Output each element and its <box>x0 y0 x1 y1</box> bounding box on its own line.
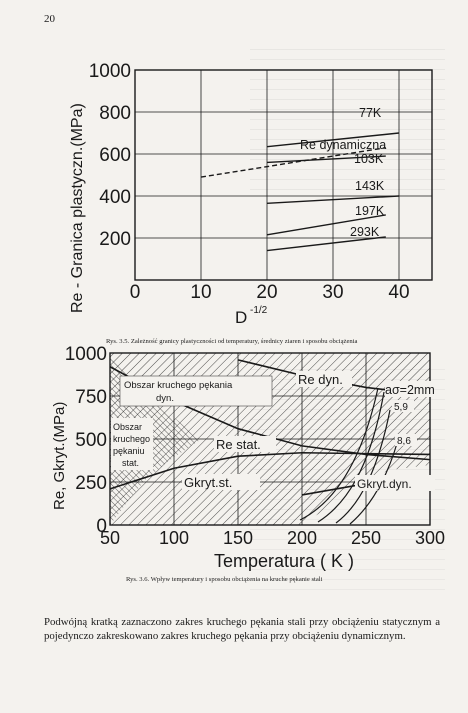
fig1-series-line <box>200 147 386 178</box>
figure-1-chart: 200 400 600 800 1000 0 10 20 30 40 Re - Granica p… <box>69 61 433 327</box>
fig2-region-static-line3: pękaniu <box>113 446 145 456</box>
bleed-through-text <box>250 40 445 190</box>
fig1-xlabel-exponent: -1/2 <box>250 305 268 316</box>
fig2-label-a-sigma: aσ=2mm <box>385 383 435 397</box>
fig2-label-kryt-dyn: Gkryt.dyn. <box>357 477 412 491</box>
fig2-xtick-label: 150 <box>223 528 253 548</box>
figure-2-caption: Rys. 3.6. Wpływ temperatury i sposobu ob… <box>126 576 323 583</box>
fig2-region-static-line1: Obszar <box>113 422 142 432</box>
fig2-label-bg <box>355 475 435 491</box>
fig2-notch-curve <box>299 387 379 521</box>
fig1-label-293k: 293K <box>350 225 380 239</box>
fig1-label-103k: 103K <box>354 152 384 166</box>
fig2-series-line <box>109 451 431 490</box>
fig1-xtick-label: 30 <box>322 282 343 303</box>
fig1-series-line <box>266 155 386 164</box>
fig2-label-bg <box>385 381 433 397</box>
fig2-label-86: 8,6 <box>397 436 411 447</box>
fig2-xtick-label: 100 <box>159 528 189 548</box>
fig1-ytick-label: 800 <box>99 103 131 124</box>
fig2-ytick-label: 250 <box>75 473 107 494</box>
fig2-region-dynamic-label-bg <box>119 375 273 407</box>
fig1-label-143k: 143K <box>355 179 385 193</box>
fig1-series-line <box>266 214 386 236</box>
body-paragraph: Podwójną kratką zaznaczono zakres kruche… <box>44 615 440 643</box>
fig2-region-static-label-bg <box>111 418 153 470</box>
fig1-series-line <box>266 195 400 205</box>
fig1-legend-re-dynamiczna: Re dynamiczna <box>300 138 386 152</box>
fig2-xtick-label: 200 <box>287 528 317 548</box>
fig2-label-bg <box>392 400 414 412</box>
fig2-ytick-label: 0 <box>96 516 107 537</box>
fig1-ylabel: Re - Granica plastyczn.(MPa) <box>69 103 86 313</box>
fig1-xtick-label: 40 <box>388 282 409 303</box>
fig2-label-re-stat: Re stat. <box>216 437 261 452</box>
fig2-xtick-label: 250 <box>351 528 381 548</box>
fig1-label-77k: 77K <box>359 106 382 120</box>
fig2-label-59: 5,9 <box>394 402 408 413</box>
fig1-series-line <box>266 236 386 252</box>
fig2-ytick-label: 1000 <box>65 344 107 365</box>
fig1-xtick-label: 0 <box>130 282 141 303</box>
fig2-ytick-label: 500 <box>75 430 107 451</box>
fig1-xtick-label: 20 <box>256 282 277 303</box>
page-number: 20 <box>44 13 55 25</box>
fig1-ytick-label: 600 <box>99 145 131 166</box>
fig1-xlabel: D <box>235 308 247 327</box>
fig2-ylabel: Re, Gkryt.(MPa) <box>51 402 68 510</box>
fig2-xlabel: Temperatura ( K ) <box>214 551 354 571</box>
fig1-ytick-label: 200 <box>99 229 131 250</box>
fig1-xtick-label: 10 <box>190 282 211 303</box>
fig1-ytick-label: 400 <box>99 187 131 208</box>
fig2-label-bg <box>214 436 276 452</box>
fig1-label-197k: 197K <box>355 204 385 218</box>
fig2-label-bg <box>182 474 260 490</box>
fig1-series-line <box>266 132 400 148</box>
fig1-ytick-label: 1000 <box>89 61 131 82</box>
fig2-xtick-label: 300 <box>415 528 445 548</box>
fig2-ytick-label: 750 <box>75 387 107 408</box>
fig2-label-bg <box>296 371 352 387</box>
figure-1-caption: Rys. 3.5. Zależność granicy plastycznośc… <box>106 338 358 345</box>
fig2-label-bg <box>395 434 417 446</box>
fig2-region-dynamic-line2: dyn. <box>156 393 174 404</box>
fig2-label-kryt-st: Gkryt.st. <box>184 475 232 490</box>
fig2-region-static-line4: stat. <box>122 458 139 468</box>
fig2-label-re-dyn: Re dyn. <box>298 372 343 387</box>
fig2-region-static-line2: kruchego <box>113 434 150 444</box>
fig2-region-dynamic-line1: Obszar kruchego pękania <box>124 380 233 391</box>
fig2-xtick-label: 50 <box>100 528 120 548</box>
figure-2-chart: 0 250 500 750 1000 50 100 150 200 250 300 Obszar k… <box>51 344 445 571</box>
